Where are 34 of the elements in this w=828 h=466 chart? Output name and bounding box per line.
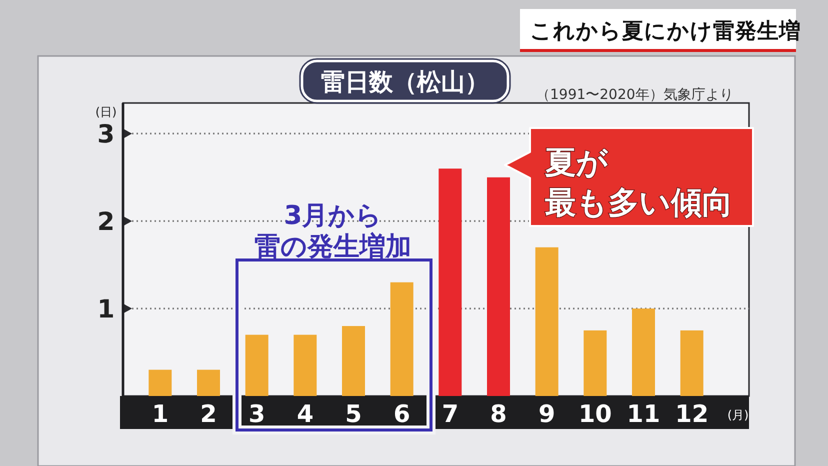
x-tick-label: 2 — [200, 400, 217, 428]
annotation: 夏が最も多い傾向 — [544, 145, 733, 221]
x-tick-label: 6 — [393, 400, 410, 428]
bar — [584, 330, 607, 396]
bar — [438, 168, 462, 396]
x-tick-label: 7 — [442, 400, 459, 428]
x-tick-label: 5 — [345, 400, 362, 428]
x-tick-label: 9 — [538, 400, 556, 428]
bar — [390, 282, 414, 396]
x-tick-label: 3 — [248, 400, 266, 428]
x-tick-label: 4 — [296, 400, 314, 428]
bar — [148, 370, 172, 396]
bar — [342, 326, 365, 396]
bar — [632, 308, 655, 396]
y-tick-label: 2 — [97, 207, 115, 236]
y-axis-title: (日) — [95, 105, 117, 119]
bar — [487, 177, 510, 396]
x-tick-label: 12 — [675, 400, 709, 428]
annotation: （1991〜2020年）気象庁より — [536, 87, 734, 103]
x-tick-label: 11 — [626, 400, 660, 428]
bar — [680, 330, 704, 396]
bar — [197, 370, 220, 396]
chart-title: 雷日数（松山） — [321, 68, 489, 96]
x-tick-label: 1 — [152, 400, 169, 428]
text: これから夏にかけ雷発生増 — [530, 18, 801, 44]
bar — [535, 247, 558, 396]
bar — [294, 334, 317, 396]
x-tick-label: 8 — [490, 400, 507, 428]
x-tick-label: 10 — [578, 400, 612, 428]
y-tick-label: 3 — [97, 120, 115, 149]
bar — [245, 334, 268, 396]
x-axis-title: (月) — [727, 408, 749, 422]
y-tick-label: 1 — [97, 294, 115, 324]
annotation: 3月から雷の発生増加 — [254, 201, 412, 262]
